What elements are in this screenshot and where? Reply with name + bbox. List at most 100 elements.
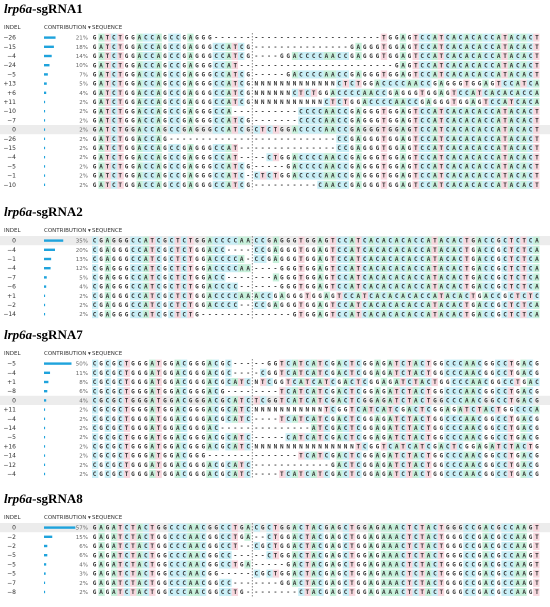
base-shade (342, 569, 349, 578)
base-shade (526, 301, 534, 309)
base-shade (387, 424, 394, 432)
base-shade (149, 433, 156, 442)
sequence-left: GATCTGGACCAGCCGAGGGCCATCG (93, 182, 251, 189)
base-shade (501, 442, 508, 451)
base-shade (168, 532, 175, 541)
base-shade (180, 236, 188, 245)
base-shade (149, 236, 156, 245)
base-shade (317, 569, 324, 578)
base-shade (149, 378, 156, 386)
indel: −14 (3, 311, 16, 318)
base-shade (92, 396, 99, 405)
base-shade (174, 282, 181, 291)
base-shade (206, 301, 213, 309)
base-shade (387, 273, 394, 282)
base-shade (349, 451, 356, 460)
base-shade (342, 451, 349, 460)
base-shade (174, 245, 181, 254)
base-shade (231, 171, 239, 180)
contribution-label: 2% (79, 100, 88, 106)
indel: −5 (7, 561, 16, 568)
base-shade (323, 116, 330, 125)
base-shade (149, 125, 156, 134)
base-shade (450, 42, 457, 51)
base-shade (501, 236, 508, 245)
base-shade (117, 88, 124, 97)
base-shade (199, 578, 207, 587)
base-shade (298, 52, 305, 60)
base-shade (104, 125, 112, 134)
base-shade (495, 98, 502, 106)
base-shade (393, 532, 400, 541)
base-shade (310, 88, 318, 97)
base-shade (476, 42, 483, 51)
base-shade (298, 116, 305, 125)
base-shade (399, 98, 407, 106)
base-shade (456, 42, 464, 51)
base-shade (323, 171, 330, 180)
base-shade (149, 588, 156, 596)
base-shade (431, 162, 438, 171)
base-shade (199, 569, 207, 578)
base-shade (463, 42, 470, 51)
base-shade (520, 291, 527, 300)
base-shade (399, 264, 407, 273)
base-shade (329, 245, 337, 254)
indel: −4 (7, 154, 16, 161)
base-shade (399, 523, 407, 532)
base-shade (526, 61, 534, 70)
base-shade (298, 171, 305, 180)
base-shade (329, 542, 337, 550)
base-shade (92, 378, 99, 386)
base-shade (533, 79, 540, 88)
base-shade (526, 180, 534, 189)
base-shade (520, 578, 527, 587)
base-shade (387, 282, 394, 291)
base-shade (380, 310, 388, 319)
base-shade (399, 236, 407, 245)
base-shade (514, 134, 521, 143)
base-shade (238, 42, 245, 51)
base-shade (187, 153, 194, 162)
base-shade (387, 470, 394, 478)
contribution-label: 2% (79, 463, 88, 469)
indel: +11 (3, 99, 16, 106)
base-shade (304, 70, 311, 79)
base-shade (193, 542, 200, 550)
sequence-left: GAGATCTACTGGCCCAACGGCCTG- (93, 589, 250, 596)
base-shade (298, 433, 305, 442)
base-shade (514, 291, 521, 300)
base-shade (488, 523, 496, 532)
base-shade (329, 378, 337, 386)
base-shade (431, 255, 438, 263)
base-shade (253, 255, 261, 263)
base-shade (136, 79, 143, 88)
base-shade (155, 460, 162, 469)
base-shade (336, 98, 343, 106)
base-shade (219, 273, 226, 282)
sequence-right: -------------CCGAGGGTGGAGTCCATCACACACCAT… (255, 136, 540, 143)
base-shade (444, 180, 451, 189)
base-shade (123, 442, 131, 451)
base-shade (117, 144, 124, 152)
base-shade (482, 162, 489, 171)
base-shade (238, 460, 245, 469)
base-shade (187, 291, 194, 300)
base-shade (342, 70, 349, 79)
base-shade (187, 310, 194, 319)
base-shade (450, 171, 457, 180)
base-shade (206, 236, 213, 245)
base-shade (533, 236, 540, 245)
base-shade (355, 245, 362, 254)
base-shade (418, 291, 426, 300)
base-shade (117, 70, 124, 79)
base-shade (225, 359, 232, 368)
base-shade (393, 98, 400, 106)
indel: −14 (3, 453, 16, 460)
base-shade (418, 42, 426, 51)
base-shade (266, 542, 273, 550)
base-shade (142, 245, 150, 254)
base-shade (142, 134, 150, 143)
base-shade (238, 378, 245, 386)
base-shade (533, 33, 540, 42)
